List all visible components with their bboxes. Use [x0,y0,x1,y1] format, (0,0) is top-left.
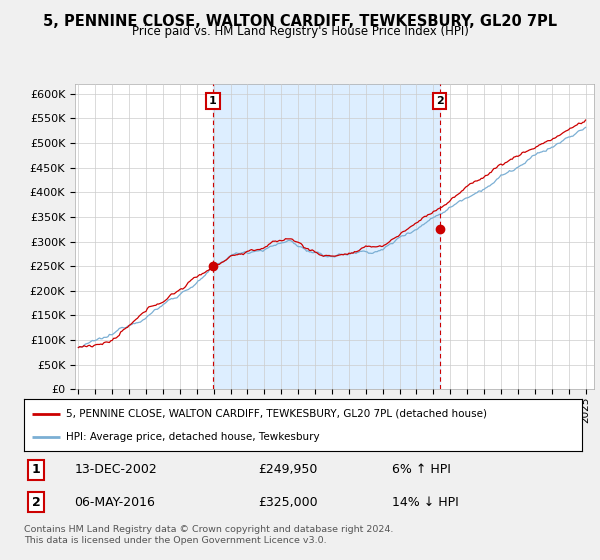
Text: Contains HM Land Registry data © Crown copyright and database right 2024.
This d: Contains HM Land Registry data © Crown c… [24,525,394,545]
Text: HPI: Average price, detached house, Tewkesbury: HPI: Average price, detached house, Tewk… [66,432,319,442]
Text: 1: 1 [209,96,217,106]
Text: 2: 2 [436,96,443,106]
Text: 06-MAY-2016: 06-MAY-2016 [74,496,155,509]
Text: 14% ↓ HPI: 14% ↓ HPI [392,496,459,509]
Text: 1: 1 [32,464,41,477]
Text: 5, PENNINE CLOSE, WALTON CARDIFF, TEWKESBURY, GL20 7PL (detached house): 5, PENNINE CLOSE, WALTON CARDIFF, TEWKES… [66,409,487,419]
Text: 6% ↑ HPI: 6% ↑ HPI [392,464,451,477]
Text: 13-DEC-2002: 13-DEC-2002 [74,464,157,477]
Text: 2: 2 [32,496,41,509]
Text: 5, PENNINE CLOSE, WALTON CARDIFF, TEWKESBURY, GL20 7PL: 5, PENNINE CLOSE, WALTON CARDIFF, TEWKES… [43,14,557,29]
Text: £249,950: £249,950 [259,464,318,477]
Text: £325,000: £325,000 [259,496,318,509]
Bar [213,84,440,389]
Text: Price paid vs. HM Land Registry's House Price Index (HPI): Price paid vs. HM Land Registry's House … [131,25,469,38]
